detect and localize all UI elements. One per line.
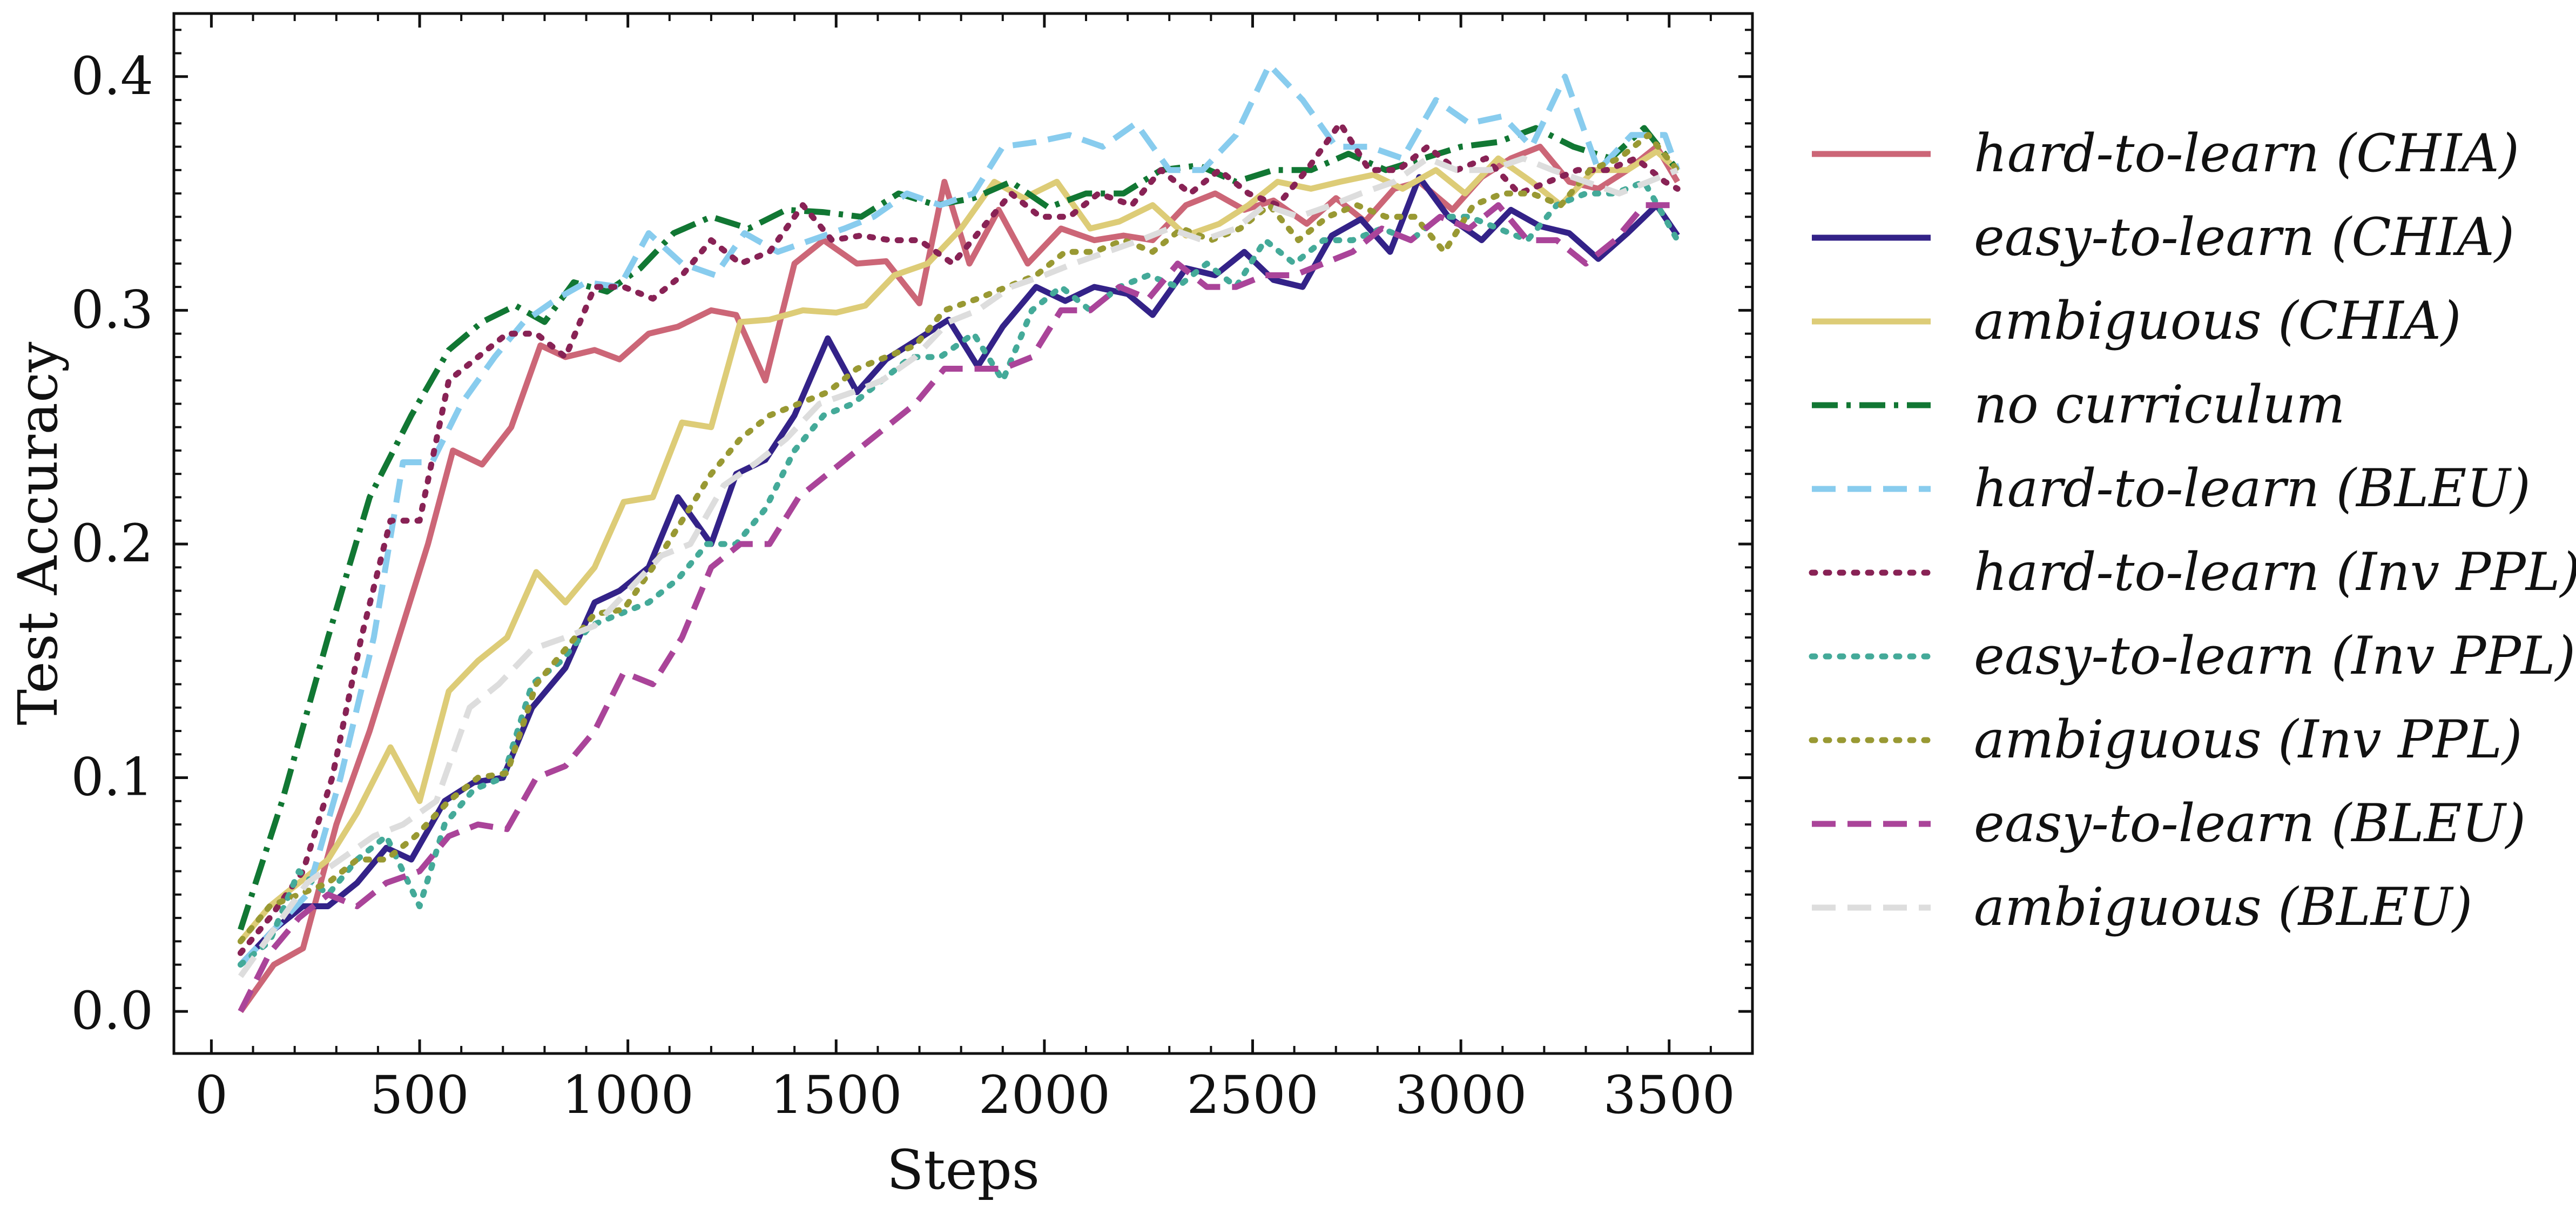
series-line-3 [238,148,1680,943]
y-axis-title: Test Accuracy [6,341,70,725]
series-layer [237,62,1681,1014]
legend-label-10: ambiguous (BLEU) [1974,877,2472,937]
x-tick-label: 3500 [1603,1065,1735,1125]
x-tick-label: 3000 [1395,1065,1527,1125]
series-line-10 [238,155,1679,978]
ticks-layer: 0 500 1000 1500 2000 2500 3000 3500 0.0 0.1 0.2 0.3… [71,14,1754,1125]
y-tick-label: 0.2 [71,513,153,574]
series-line-2 [238,174,1680,967]
y-tick-label: 0.4 [71,46,153,106]
legend-label-1: hard-to-learn (CHIA) [1974,123,2519,184]
x-axis-title: Steps [887,1138,1040,1202]
series-line-6 [237,120,1681,956]
x-tick-label: 1500 [770,1065,902,1125]
legend-label-2: easy-to-learn (CHIA) [1974,207,2514,267]
y-tick-label: 0.0 [71,981,153,1041]
legend-label-9: easy-to-learn (BLEU) [1974,793,2526,854]
legend-label-4: no curriculum [1974,374,2345,435]
x-tick-label: 500 [370,1065,469,1125]
plot-frame [172,12,1754,1055]
legend-label-5: hard-to-learn (BLEU) [1974,458,2531,519]
y-tick-label: 0.3 [71,279,153,340]
legend: hard-to-learn (CHIA) easy-to-learn (CHIA)… [1809,123,2576,937]
series-line-1 [238,144,1680,1014]
x-tick-label: 1000 [562,1065,693,1125]
legend-label-3: ambiguous (CHIA) [1974,291,2461,351]
series-line-4 [238,125,1680,931]
x-tick-label: 0 [195,1065,228,1125]
series-line-5 [238,62,1681,967]
series-line-8 [237,132,1681,944]
legend-label-8: ambiguous (Inv PPL) [1974,709,2522,770]
x-tick-label: 2000 [979,1065,1110,1125]
x-tick-label: 2500 [1186,1065,1318,1125]
legend-label-6: hard-to-learn (Inv PPL) [1974,542,2576,602]
series-line-7 [237,179,1681,968]
series-line-9 [238,202,1678,1013]
y-tick-label: 0.1 [71,747,153,808]
legend-label-7: easy-to-learn (Inv PPL) [1974,626,2575,686]
